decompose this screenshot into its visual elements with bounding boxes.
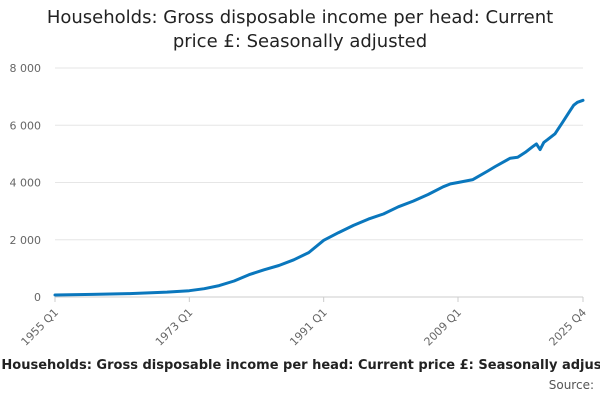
legend-series-label: Households: Gross disposable income per … bbox=[1, 358, 600, 373]
x-tick-label: 1955 Q1 bbox=[19, 306, 62, 349]
legend[interactable]: -Households: Gross disposable income per… bbox=[0, 358, 600, 373]
source-label: Source: bbox=[548, 378, 594, 392]
y-tick-label: 8 000 bbox=[10, 62, 42, 75]
x-tick-label: 2025 Q4 bbox=[547, 306, 590, 349]
y-tick-label: 6 000 bbox=[10, 119, 42, 132]
y-tick-label: 0 bbox=[34, 291, 41, 304]
chart-title-line-1: Households: Gross disposable income per … bbox=[46, 7, 554, 28]
chart-title-line-2: price £: Seasonally adjusted bbox=[172, 31, 428, 52]
series-line bbox=[53, 98, 585, 297]
x-tick-label: 1973 Q1 bbox=[153, 306, 196, 349]
x-tick-label: 1991 Q1 bbox=[287, 306, 330, 349]
y-tick-label: 2 000 bbox=[10, 234, 42, 247]
x-tick-label: 2009 Q1 bbox=[422, 306, 465, 349]
chart-title: Households: Gross disposable income per … bbox=[0, 6, 600, 54]
y-tick-label: 4 000 bbox=[10, 177, 42, 190]
